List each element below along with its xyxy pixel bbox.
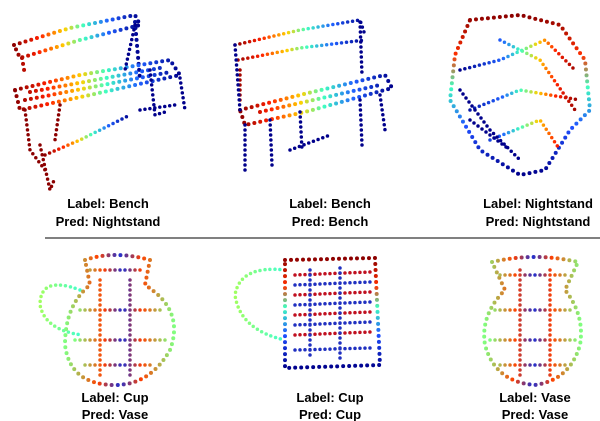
- label-text: Label: Bench: [67, 196, 149, 211]
- pred-text: Pred: Vase: [502, 407, 569, 421]
- pred-text: Pred: Bench: [292, 214, 369, 229]
- figure: Label: Bench Pred: Nightstand Label: Ben…: [0, 0, 600, 421]
- point-cloud: [484, 257, 581, 385]
- point-cloud: [235, 20, 392, 175]
- pred-text: Pred: Nightstand: [56, 214, 161, 229]
- point-cloud: [14, 15, 185, 190]
- point-cloud: [40, 255, 174, 385]
- pred-text: Pred: Cup: [299, 407, 361, 421]
- pred-text: Pred: Nightstand: [486, 214, 591, 229]
- label-text: Label: Bench: [289, 196, 371, 211]
- label-text: Label: Cup: [296, 390, 363, 405]
- label-text: Label: Nightstand: [483, 196, 593, 211]
- label-text: Label: Vase: [499, 390, 571, 405]
- caption: Label: Bench Pred: Nightstand Label: Ben…: [56, 196, 593, 421]
- pred-text: Pred: Vase: [82, 407, 149, 421]
- point-cloud: [235, 258, 380, 368]
- label-text: Label: Cup: [81, 390, 148, 405]
- point-cloud: [450, 15, 590, 175]
